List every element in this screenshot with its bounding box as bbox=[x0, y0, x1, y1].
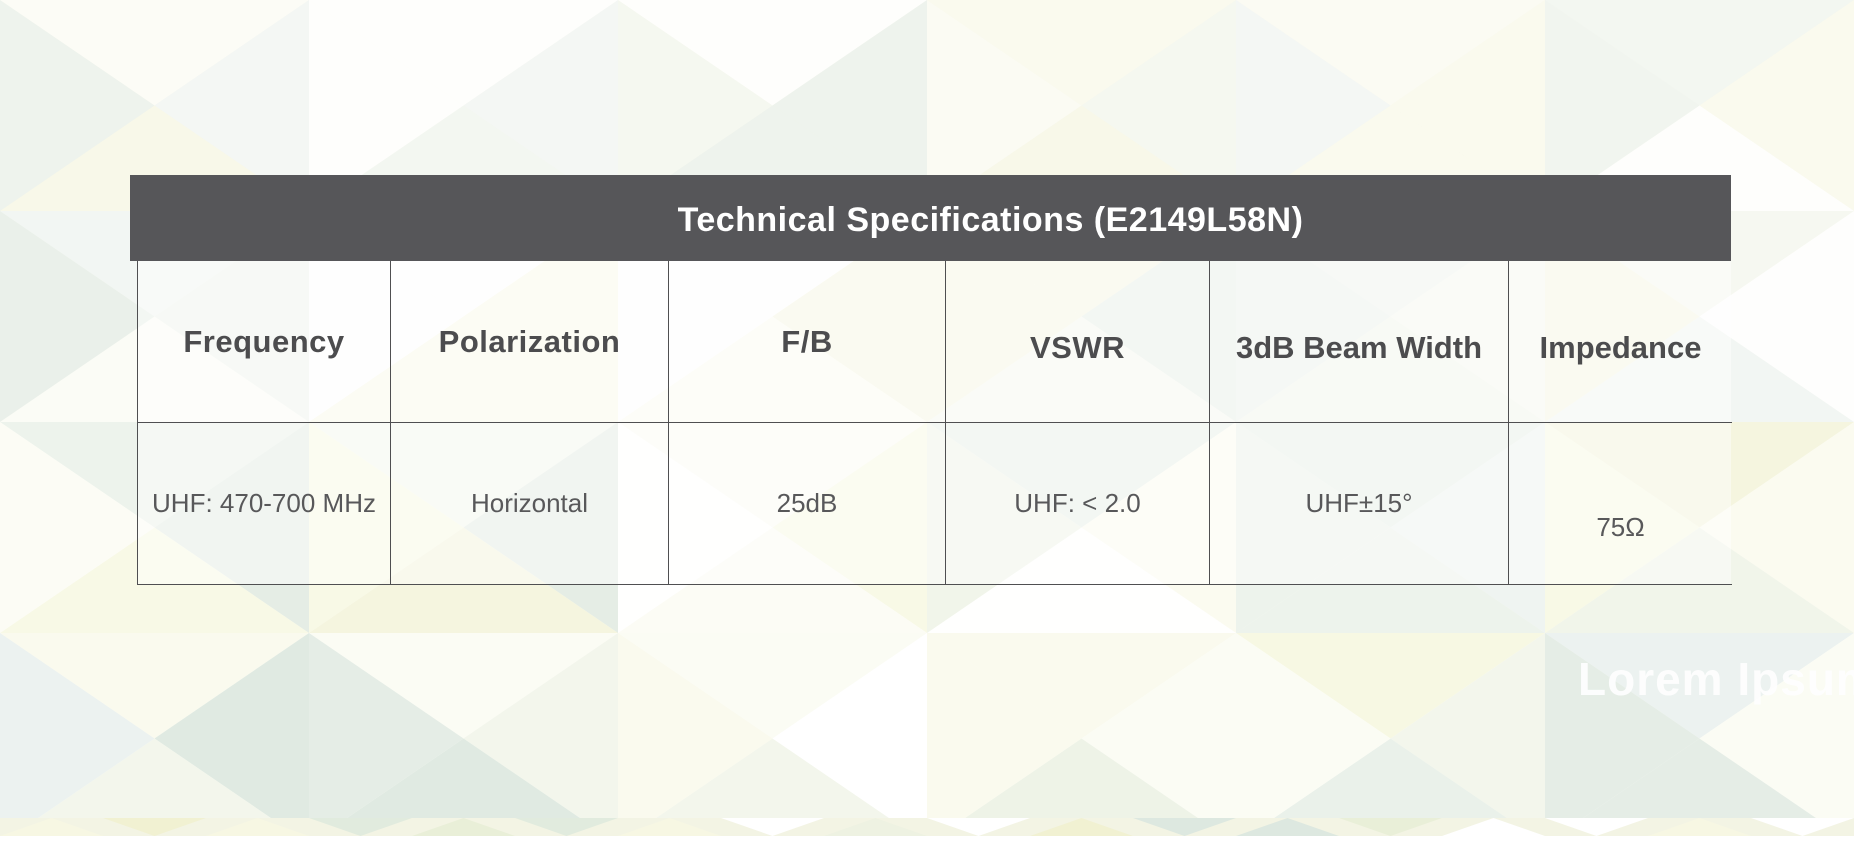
table-title-bar: Technical Specifications (E2149L58N) bbox=[130, 175, 1731, 261]
cell-value: UHF±15° bbox=[1305, 488, 1413, 518]
header-cell-fb: F/B bbox=[668, 261, 945, 423]
header-label: VSWR bbox=[1030, 329, 1125, 365]
cell-value: UHF: 470-700 MHz bbox=[152, 488, 376, 518]
header-label: 3dB Beam Width bbox=[1235, 329, 1483, 365]
header-cell-beam-width: 3dB Beam Width bbox=[1209, 261, 1508, 423]
header-cell-frequency: Frequency bbox=[138, 261, 390, 423]
table-title: Technical Specifications (E2149L58N) bbox=[677, 200, 1304, 239]
header-label: Frequency bbox=[183, 323, 345, 359]
cell-frequency-value: UHF: 470-700 MHz bbox=[138, 423, 390, 585]
header-label: F/B bbox=[781, 323, 833, 359]
header-label: Polarization bbox=[438, 323, 621, 359]
cell-polarization-value: Horizontal bbox=[390, 423, 668, 585]
cell-value: 25dB bbox=[776, 488, 838, 518]
cell-value: 75Ω bbox=[1596, 512, 1645, 542]
cell-value: Horizontal bbox=[470, 488, 589, 518]
header-cell-vswr: VSWR bbox=[945, 261, 1209, 423]
cell-value: UHF: < 2.0 bbox=[1014, 488, 1141, 518]
cell-fb-value: 25dB bbox=[668, 423, 945, 585]
cell-impedance-value: 75Ω bbox=[1508, 423, 1732, 585]
spec-table: Frequency Polarization F/B VSWR 3dB Beam… bbox=[137, 261, 1732, 585]
watermark-text: Lorem Ipsum bbox=[1578, 653, 1854, 705]
cell-vswr-value: UHF: < 2.0 bbox=[945, 423, 1209, 585]
header-cell-polarization: Polarization bbox=[390, 261, 668, 423]
cell-beam-width-value: UHF±15° bbox=[1209, 423, 1508, 585]
header-cell-impedance: Impedance bbox=[1508, 261, 1732, 423]
bottom-white-strip bbox=[0, 836, 1854, 843]
header-label: Impedance bbox=[1539, 329, 1702, 365]
